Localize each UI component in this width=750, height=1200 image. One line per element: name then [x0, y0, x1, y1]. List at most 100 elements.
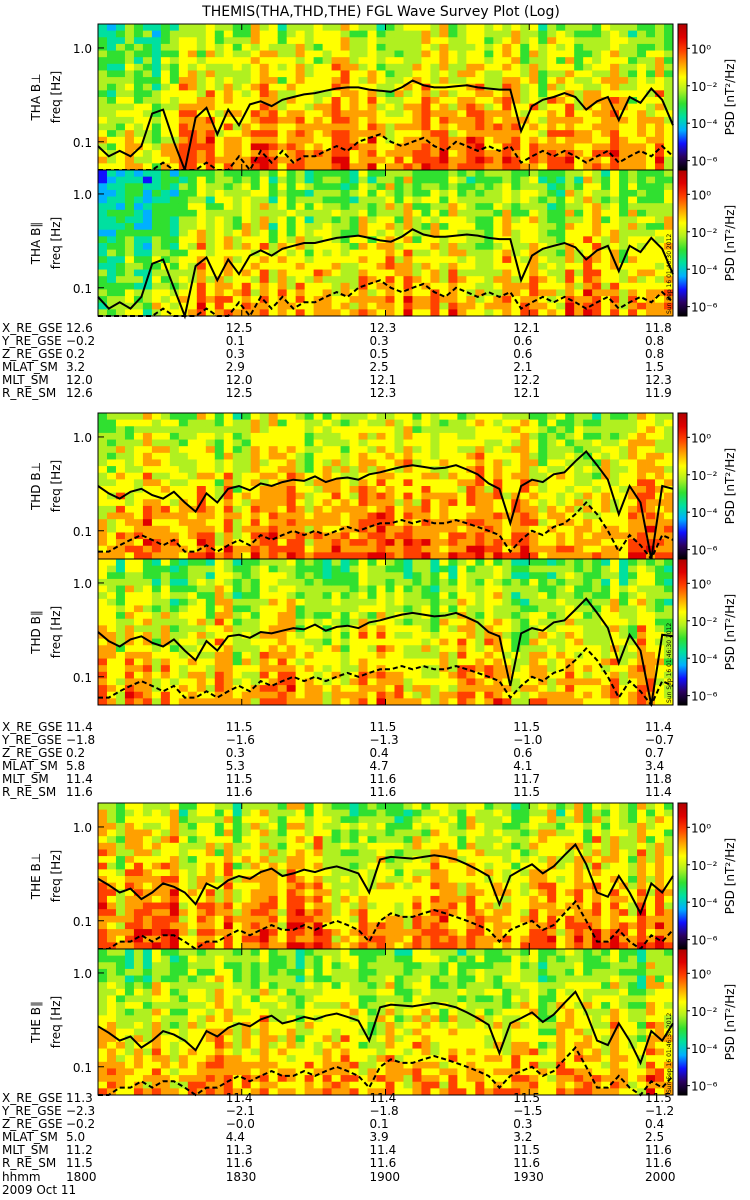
psd-cell	[583, 243, 593, 251]
psd-cell	[214, 678, 225, 686]
psd-cell	[115, 419, 126, 427]
psd-cell	[232, 156, 243, 164]
psd-cell	[511, 269, 521, 277]
psd-cell	[340, 130, 350, 138]
psd-cell	[358, 419, 368, 427]
psd-cell	[277, 296, 288, 304]
psd-cell	[241, 243, 252, 251]
psd-cell	[313, 176, 324, 184]
psd-cell	[106, 103, 117, 111]
psd-cell	[448, 70, 458, 78]
psd-cell	[187, 459, 198, 467]
psd-cell	[556, 452, 566, 460]
psd-cell	[358, 685, 368, 693]
psd-cell	[349, 519, 359, 527]
psd-cell	[547, 229, 557, 237]
psd-cell	[277, 156, 288, 164]
psd-cell	[547, 24, 557, 32]
psd-cell	[214, 651, 225, 659]
psd-cell	[340, 565, 350, 573]
psd-cell	[196, 678, 207, 686]
psd-cell	[349, 678, 359, 686]
psd-cell	[115, 426, 126, 434]
psd-cell	[520, 525, 530, 533]
psd-cell	[358, 658, 368, 666]
psd-cell	[664, 519, 674, 527]
psd-cell	[601, 150, 611, 158]
psd-cell	[502, 539, 512, 547]
psd-cell	[250, 183, 261, 191]
psd-cell	[565, 229, 575, 237]
psd-cell	[259, 123, 270, 131]
psd-cell	[484, 426, 494, 434]
psd-cell	[241, 519, 252, 527]
psd-cell	[394, 492, 404, 500]
psd-cell	[151, 43, 162, 51]
psd-cell	[340, 419, 350, 427]
psd-cell	[583, 302, 593, 310]
psd-cell	[232, 432, 243, 440]
psd-cell	[250, 269, 261, 277]
psd-cell	[538, 419, 548, 427]
psd-cell	[232, 302, 243, 310]
psd-cell	[286, 505, 297, 513]
psd-cell	[106, 545, 117, 553]
psd-cell	[214, 426, 225, 434]
psd-cell	[295, 309, 306, 317]
psd-cell	[403, 209, 413, 217]
psd-cell	[268, 519, 279, 527]
psd-cell	[520, 223, 530, 231]
psd-cell	[547, 77, 557, 85]
psd-cell	[529, 452, 539, 460]
psd-cell	[421, 525, 431, 533]
psd-cell	[277, 585, 288, 593]
psd-cell	[367, 592, 377, 600]
psd-cell	[664, 30, 674, 38]
psd-cell	[205, 572, 216, 580]
psd-cell	[457, 243, 467, 251]
psd-cell	[574, 77, 584, 85]
psd-cell	[619, 83, 629, 91]
psd-cell	[115, 658, 126, 666]
psd-cell	[98, 110, 108, 118]
psd-cell	[349, 136, 359, 144]
psd-cell	[142, 671, 153, 679]
psd-cell	[187, 698, 198, 706]
psd-cell	[259, 698, 270, 706]
psd-cell	[241, 90, 252, 98]
psd-cell	[214, 170, 225, 178]
psd-cell	[250, 289, 261, 297]
psd-cell	[313, 103, 324, 111]
psd-cell	[151, 276, 162, 284]
psd-cell	[619, 432, 629, 440]
psd-cell	[394, 505, 404, 513]
psd-cell	[196, 183, 207, 191]
psd-cell	[655, 512, 665, 520]
psd-cell	[556, 419, 566, 427]
psd-cell	[367, 282, 377, 290]
psd-cell	[538, 426, 548, 434]
psd-cell	[286, 559, 297, 567]
psd-cell	[340, 632, 350, 640]
psd-cell	[646, 170, 656, 178]
psd-cell	[124, 203, 135, 211]
psd-cell	[277, 559, 288, 567]
colorbar-tick-label: 10⁰	[691, 42, 711, 56]
psd-cell	[349, 565, 359, 573]
psd-cell	[169, 24, 180, 32]
psd-cell	[313, 565, 324, 573]
psd-cell	[322, 70, 332, 78]
psd-cell	[349, 486, 359, 494]
psd-cell	[232, 30, 243, 38]
psd-cell	[592, 70, 602, 78]
psd-cell	[583, 282, 593, 290]
psd-cell	[367, 309, 377, 317]
psd-cell	[349, 632, 359, 640]
psd-cell	[430, 512, 440, 520]
psd-cell	[295, 176, 306, 184]
psd-cell	[493, 176, 503, 184]
psd-cell	[115, 552, 126, 560]
psd-cell	[421, 512, 431, 520]
psd-cell	[196, 63, 207, 71]
